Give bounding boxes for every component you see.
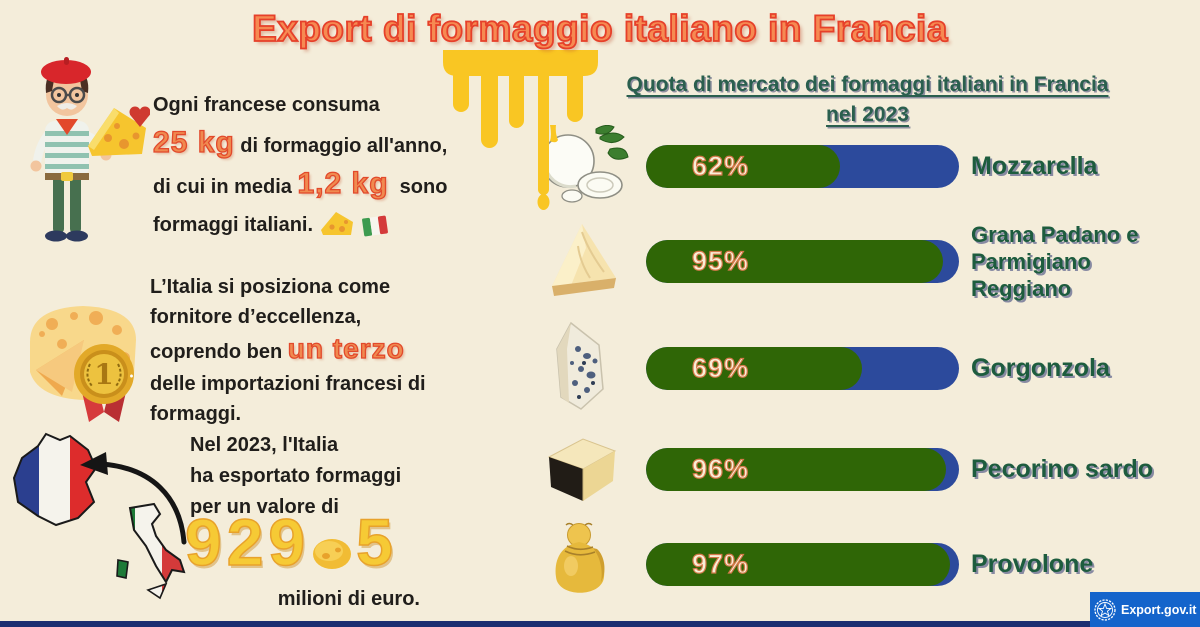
- fact-consumption-line3b: sono: [388, 176, 448, 198]
- italy-emblem-icon: [1094, 598, 1116, 621]
- medal-number: 1: [94, 358, 113, 391]
- fact-export-line2: ha esportato formaggi: [190, 465, 402, 487]
- pecorino-icon: [528, 421, 632, 515]
- melted-cheese-drip-icon: [443, 50, 598, 210]
- cheese-wedge-icon: [321, 212, 354, 235]
- export-value-integer: 929: [184, 504, 311, 580]
- bar-fill-grana-padano: [646, 240, 944, 283]
- fact-consumption-line4: formaggi italiani.: [153, 214, 314, 236]
- export-gov-label: Export.gov.it: [1121, 602, 1197, 617]
- bar-label-gorgonzola: Gorgonzola: [971, 354, 1110, 382]
- chart-title: Quota di mercato dei formaggi italiani i…: [575, 70, 1160, 130]
- gorgonzola-icon: [528, 320, 632, 414]
- bar-label-grana-padano: Grana Padano e Parmigiano Reggiano: [971, 213, 1197, 310]
- grana-label-line3: Reggiano: [971, 276, 1072, 301]
- bar-value-gorgonzola: 69%: [691, 352, 750, 383]
- bar-fill-provolone: [646, 543, 950, 586]
- fact-consumption: Ogni francese consuma 25 kg di formaggio…: [152, 86, 493, 244]
- bar-fill-mozzarella: [646, 145, 841, 188]
- chart-row-grana-padano: 95% Grana Padano e Parmigiano Reggiano: [528, 213, 1198, 311]
- bar-fill-gorgonzola: [646, 347, 862, 390]
- fact-export-line3: per un valore di: [190, 496, 339, 518]
- grana-label-line2: Parmigiano: [971, 249, 1091, 274]
- bar-label-provolone: Provolone: [971, 550, 1094, 578]
- export-value-decimal: 5: [355, 504, 398, 580]
- bar-track-gorgonzola: 69%: [646, 347, 959, 390]
- accent-1-2kg: 1,2 kg: [297, 166, 389, 200]
- chart-row-gorgonzola: 69% Gorgonzola: [528, 320, 1198, 418]
- export-gov-badge: Export.gov.it: [1090, 592, 1200, 627]
- cheese-comma-icon: [313, 539, 352, 569]
- fact-export: Nel 2023, l'Italia ha esportato formaggi…: [190, 430, 440, 523]
- fact-position-line5: formaggi.: [150, 403, 242, 425]
- chart-title-line2: nel 2023: [826, 103, 909, 126]
- france-map-icon: [12, 432, 98, 527]
- fact-consumption-line3a: di cui in media: [153, 176, 298, 198]
- grana-label-line1: Grana Padano e: [971, 222, 1139, 247]
- cheese-wheel-medal-icon: 1: [30, 306, 136, 422]
- italy-flag-icon: [362, 215, 388, 237]
- bar-value-mozzarella: 62%: [691, 150, 750, 181]
- bar-label-pecorino: Pecorino sardo: [971, 455, 1153, 483]
- fact-consumption-line1: Ogni francese consuma: [153, 94, 380, 116]
- bar-label-mozzarella: Mozzarella: [971, 152, 1098, 180]
- fact-position-line4: delle importazioni francesi di: [150, 373, 426, 395]
- grana-padano-wedge-icon: [528, 213, 632, 307]
- fact-position-line3a: coprendo ben: [150, 341, 288, 363]
- bar-track-mozzarella: 62%: [646, 145, 959, 188]
- export-value: 929 5: [184, 500, 398, 584]
- chart-row-mozzarella: 62% Mozzarella: [528, 118, 1198, 216]
- export-arrow-icon: [80, 452, 187, 545]
- bar-track-grana-padano: 95%: [646, 240, 959, 283]
- fact-export-line1: Nel 2023, l'Italia: [190, 434, 339, 456]
- italy-map-icon: [116, 502, 186, 600]
- footer-strip: [0, 621, 1200, 627]
- bar-track-pecorino: 96%: [646, 448, 959, 491]
- fact-position-line1: L’Italia si posiziona come: [150, 276, 391, 298]
- fact-position-line2: fornitore d’eccellenza,: [150, 306, 362, 328]
- chart-row-pecorino: 96% Pecorino sardo: [528, 421, 1198, 519]
- chart-title-line1: Quota di mercato dei formaggi italiani i…: [626, 73, 1109, 96]
- mozzarella-icon: [528, 118, 632, 212]
- fact-position: L’Italia si posiziona come fornitore d’e…: [150, 272, 490, 429]
- accent-un-terzo: un terzo: [287, 332, 405, 364]
- export-value-suffix: milioni di euro.: [277, 588, 420, 610]
- page-title: Export di formaggio italiano in Francia: [251, 7, 948, 50]
- fact-consumption-line2: di formaggio all'anno,: [234, 135, 448, 157]
- bar-track-provolone: 97%: [646, 543, 959, 586]
- bar-value-pecorino: 96%: [691, 453, 750, 484]
- bar-value-provolone: 97%: [691, 548, 750, 579]
- accent-25kg: 25 kg: [152, 125, 235, 159]
- chart-row-provolone: 97% Provolone: [528, 516, 1198, 614]
- bar-fill-pecorino: [646, 448, 947, 491]
- provolone-icon: [528, 516, 632, 610]
- bar-value-grana-padano: 95%: [691, 245, 750, 276]
- cheese-heart-icon: [88, 106, 150, 156]
